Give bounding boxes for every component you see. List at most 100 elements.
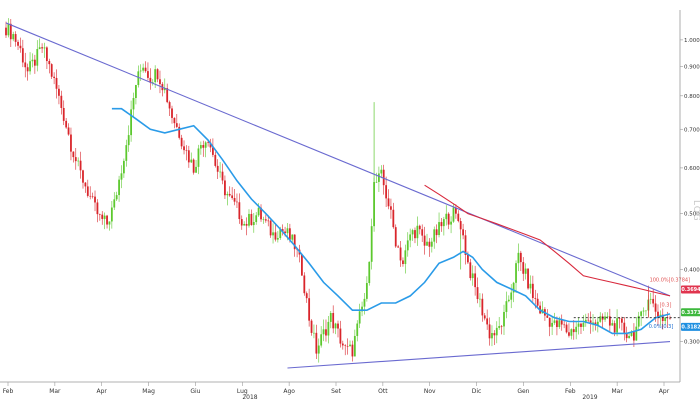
candle-body bbox=[41, 47, 43, 49]
candle-body bbox=[625, 332, 628, 339]
candle-body bbox=[320, 334, 323, 346]
candle-body bbox=[664, 317, 667, 322]
candle-body bbox=[353, 335, 356, 357]
candle-body bbox=[657, 311, 659, 317]
candle-body bbox=[467, 255, 469, 263]
candle-body bbox=[582, 322, 585, 327]
candle-body bbox=[142, 67, 145, 71]
candle-body bbox=[512, 282, 515, 293]
candle-body bbox=[411, 230, 414, 235]
candle-body bbox=[103, 215, 106, 219]
candle-body bbox=[110, 207, 113, 222]
candle-body bbox=[171, 108, 173, 118]
candle-body bbox=[276, 238, 279, 240]
candle-body bbox=[589, 320, 592, 324]
candle-body bbox=[125, 145, 128, 161]
candle-body bbox=[240, 219, 243, 226]
fib-label: [0.3] bbox=[660, 303, 672, 309]
candle-body bbox=[195, 166, 197, 173]
candle-body bbox=[21, 48, 24, 63]
candle-body bbox=[346, 346, 349, 347]
candle-body bbox=[390, 206, 392, 210]
candle-body bbox=[462, 229, 465, 236]
candle-body bbox=[204, 142, 207, 148]
candle-body bbox=[98, 214, 101, 215]
candle-body bbox=[156, 69, 159, 80]
log-scale-label: LOG bbox=[691, 200, 700, 222]
candle-body bbox=[139, 70, 142, 72]
candle-body bbox=[132, 97, 135, 110]
candle-body bbox=[231, 195, 234, 199]
candle-body bbox=[426, 241, 428, 246]
candle-body bbox=[373, 182, 375, 227]
candle-body bbox=[642, 310, 645, 312]
candle-body bbox=[211, 147, 214, 155]
candle-body bbox=[252, 222, 255, 226]
price-badges: 0.3694 0.3373 0.3182 bbox=[681, 285, 700, 331]
candle-body bbox=[207, 142, 209, 143]
candle-body bbox=[178, 126, 181, 138]
candle-body bbox=[452, 207, 455, 222]
candle-body bbox=[358, 311, 361, 324]
candle-body bbox=[368, 261, 371, 284]
price-badge bbox=[681, 285, 700, 294]
candle-body bbox=[618, 318, 621, 319]
candle-body bbox=[515, 263, 517, 283]
x-tick-label: Gen bbox=[517, 388, 529, 395]
x-tick-label: Giu bbox=[190, 388, 200, 395]
candle-body bbox=[224, 180, 226, 196]
candle-body bbox=[392, 209, 395, 228]
candle-body bbox=[144, 67, 147, 72]
candle-body bbox=[546, 315, 549, 318]
candle-body bbox=[548, 317, 551, 327]
candle-body bbox=[519, 252, 522, 263]
candle-body bbox=[29, 61, 31, 72]
candle-body bbox=[130, 109, 133, 136]
candle-body bbox=[310, 320, 313, 333]
candle-body bbox=[79, 160, 82, 171]
x-tick-label: Mar bbox=[611, 388, 623, 395]
x-tick-label: Set bbox=[331, 388, 342, 395]
candle-body bbox=[635, 326, 638, 341]
candle-body bbox=[630, 331, 633, 336]
candle-body bbox=[5, 27, 7, 36]
candle-body bbox=[397, 246, 400, 248]
indicator-lines: 100.0%[0.3784] [0.3] 0.0%[0.3] bbox=[5, 22, 690, 369]
candle-body bbox=[645, 310, 647, 312]
candle-body bbox=[36, 49, 39, 66]
candle-body bbox=[122, 160, 125, 174]
candle-body bbox=[416, 225, 419, 239]
candle-body bbox=[245, 223, 248, 226]
candle-body bbox=[55, 77, 58, 89]
candle-body bbox=[503, 311, 505, 327]
candle-body bbox=[202, 145, 205, 148]
candle-body bbox=[243, 223, 246, 226]
candle-body bbox=[151, 82, 154, 83]
candle-body bbox=[180, 137, 183, 147]
candle-body bbox=[135, 85, 137, 98]
candle-body bbox=[365, 283, 368, 299]
candle-body bbox=[563, 324, 566, 326]
candle-body bbox=[649, 298, 652, 300]
candle-body bbox=[558, 320, 561, 327]
candle-body bbox=[127, 135, 130, 146]
candle-body bbox=[423, 235, 426, 246]
candle-body bbox=[469, 262, 472, 279]
candle-body bbox=[474, 273, 477, 288]
year-label: 2018 bbox=[242, 394, 257, 400]
candle-body bbox=[31, 59, 34, 62]
price-badge bbox=[681, 308, 700, 317]
candle-body bbox=[233, 198, 236, 202]
candle-body bbox=[228, 193, 231, 196]
candles bbox=[5, 18, 671, 363]
candle-body bbox=[274, 232, 277, 240]
candle-body bbox=[65, 120, 68, 128]
candle-body bbox=[556, 320, 558, 327]
candle-body bbox=[120, 173, 123, 180]
candle-body bbox=[370, 226, 373, 262]
candle-body bbox=[284, 231, 286, 234]
